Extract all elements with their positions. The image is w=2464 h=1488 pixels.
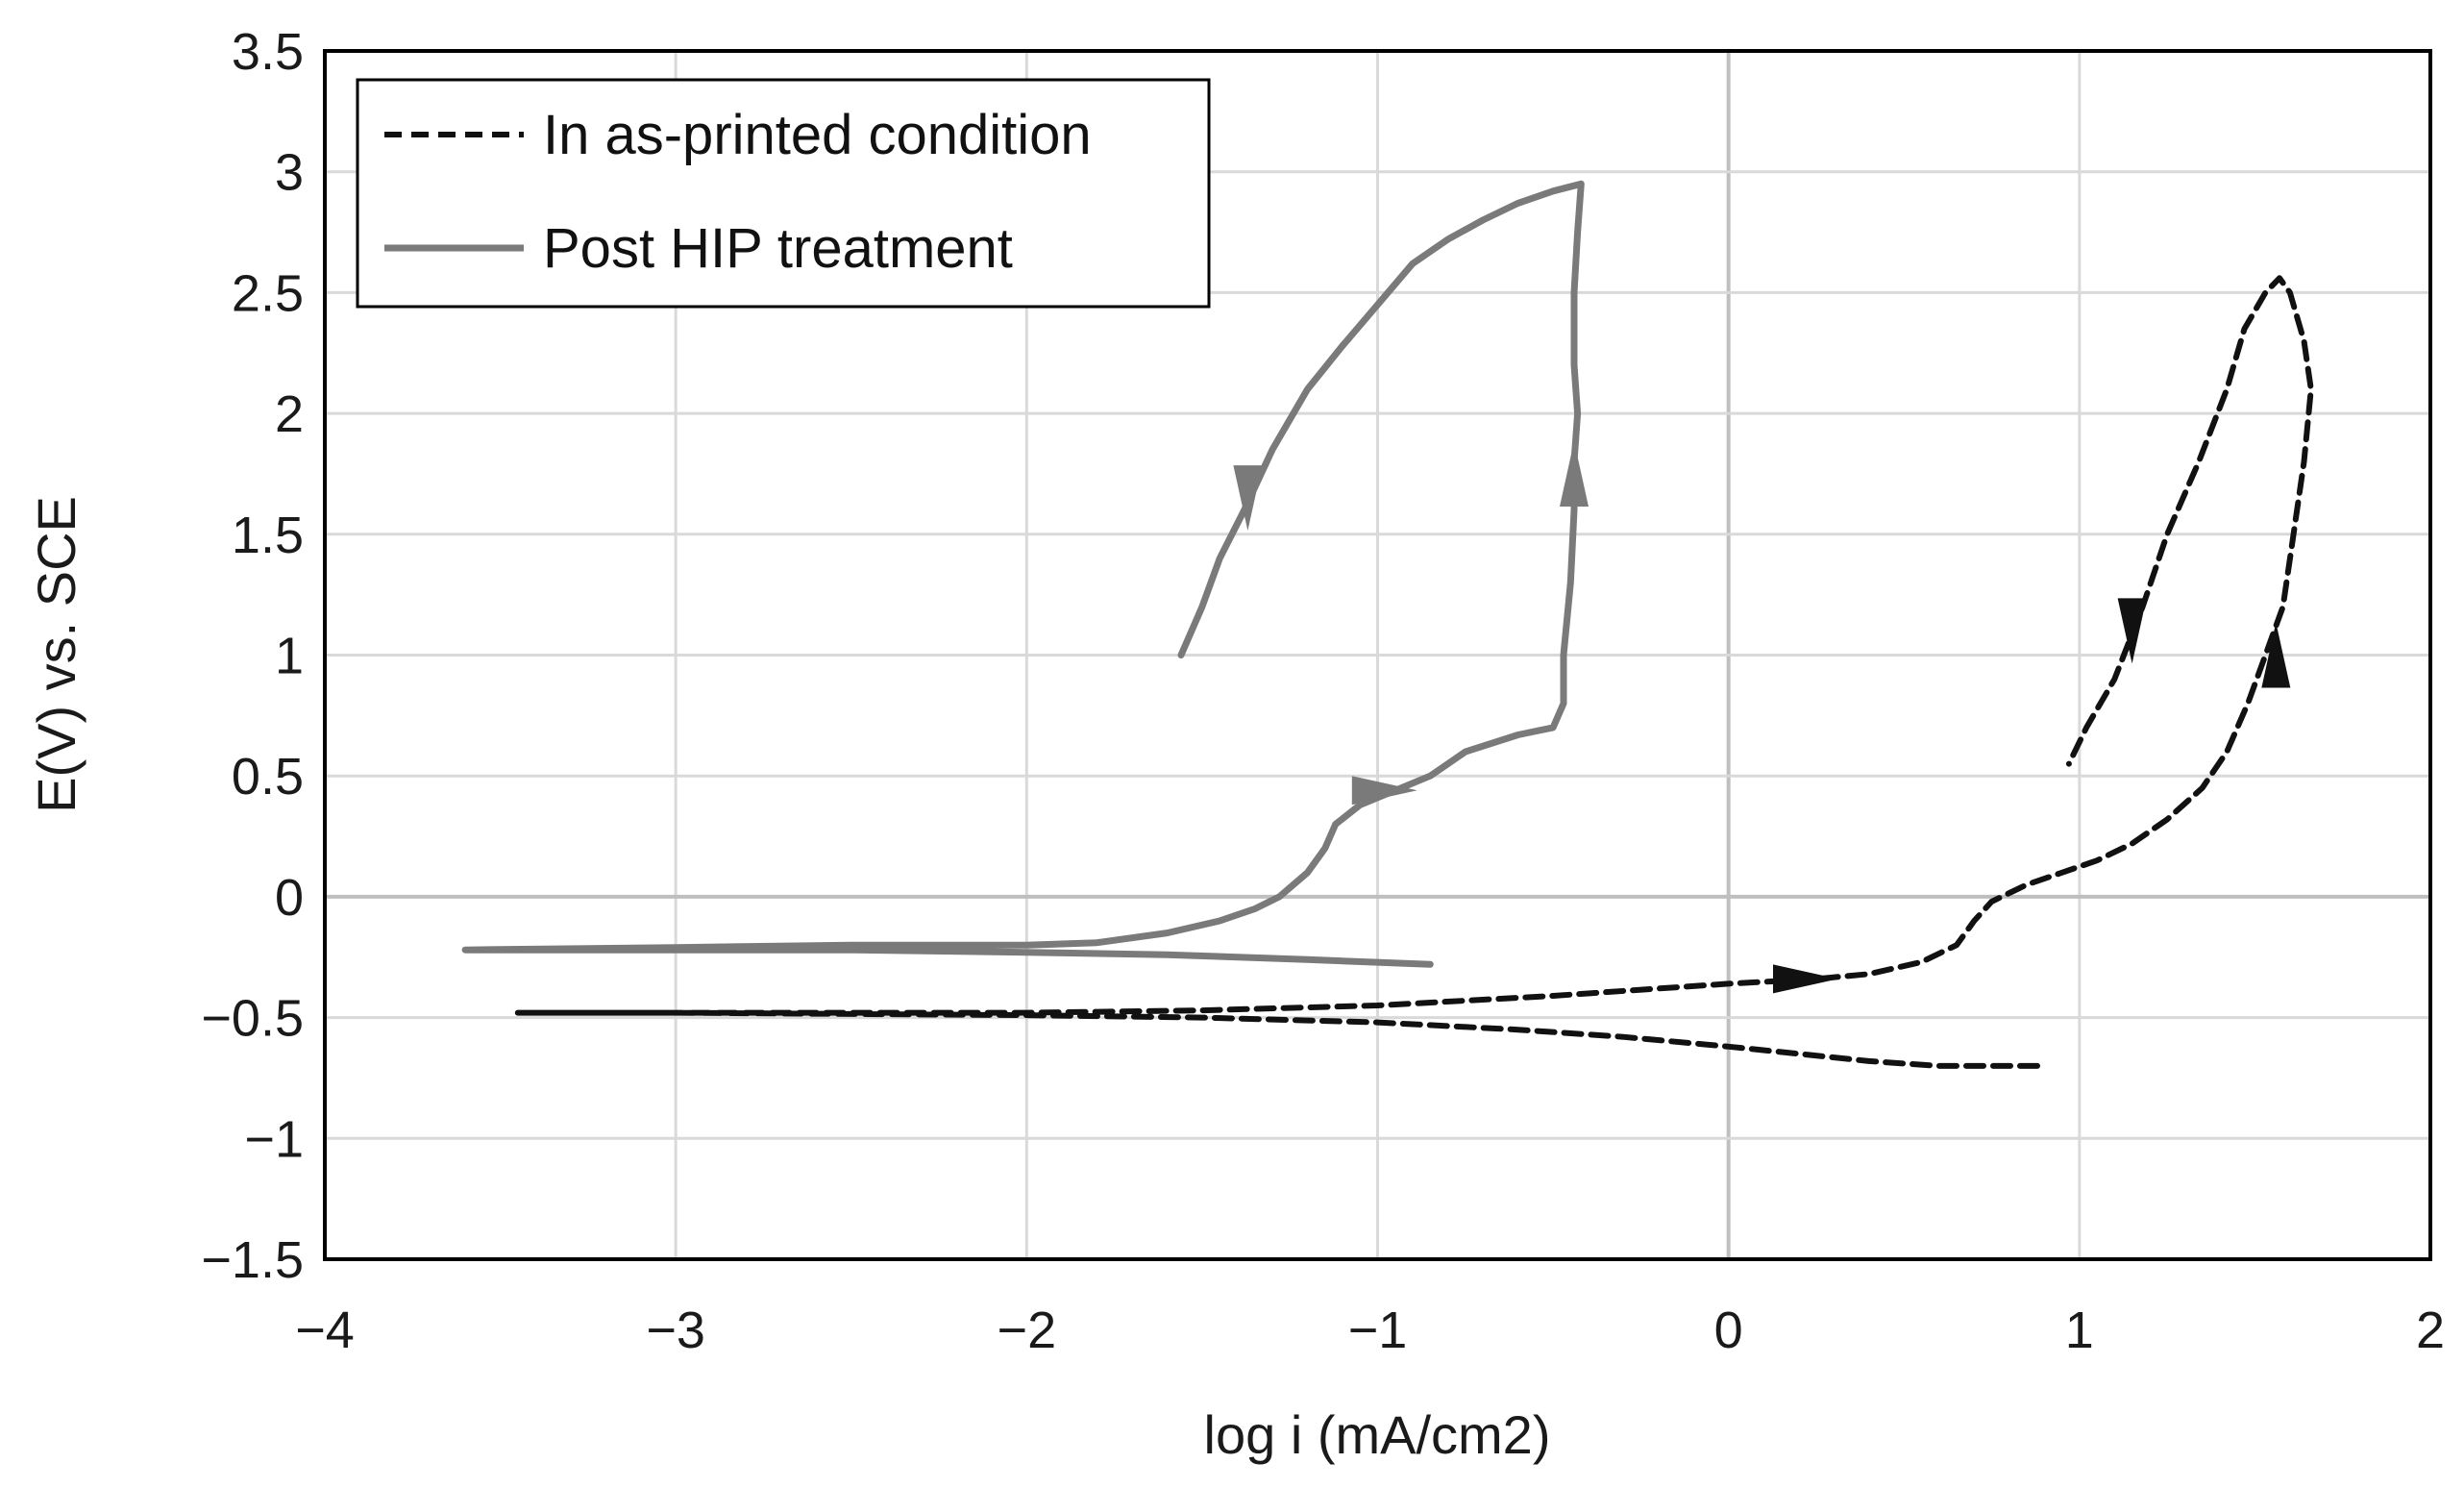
plot-frame	[323, 49, 2432, 1261]
x-tick-label: 2	[2416, 1302, 2445, 1359]
x-tick-labels: −4 −3 −2 −1 0 1 2	[295, 1302, 2445, 1359]
x-tick-label: 0	[1714, 1302, 1743, 1359]
y-tick-label: 2.5	[232, 264, 304, 322]
y-axis-label: E(V) vs. SCE	[26, 496, 86, 813]
y-tick-label: 0	[275, 869, 304, 927]
y-tick-label: 3	[275, 144, 304, 202]
arrow-post-hip-right	[1351, 776, 1417, 806]
x-tick-label: 1	[2065, 1302, 2094, 1359]
y-tick-label: −0.5	[201, 990, 304, 1048]
arrow-as-printed-up	[2261, 622, 2291, 688]
y-tick-labels: −1.5 −1 −0.5 0 0.5 1 1.5 2 2.5 3 3.5	[201, 23, 304, 1289]
y-tick-label: 3.5	[232, 23, 304, 81]
arrow-as-printed-right	[1773, 964, 1839, 994]
series-line-as-printed	[514, 275, 2314, 1069]
y-tick-label: −1.5	[201, 1231, 304, 1289]
series-line-post-hip	[461, 180, 1585, 968]
x-tick-label: −3	[646, 1302, 705, 1359]
x-tick-label: −2	[998, 1302, 1057, 1359]
arrow-post-hip-up	[1559, 440, 1589, 507]
legend-box	[356, 78, 1211, 309]
arrow-as-printed-down	[2117, 598, 2147, 664]
grid-lines	[325, 51, 2430, 1259]
x-axis-label: log i (mA/cm2)	[1204, 1404, 1551, 1465]
y-tick-label: 2	[275, 385, 304, 443]
legend-label-post-hip: Post HIP treatment	[543, 217, 1013, 280]
y-tick-label: −1	[244, 1110, 304, 1168]
x-tick-label: −4	[295, 1302, 355, 1359]
arrow-post-hip-down	[1233, 465, 1263, 532]
series-layer	[461, 180, 2314, 1069]
y-tick-label: 1	[275, 628, 304, 685]
legend-label-as-printed: In as-printed condition	[543, 104, 1092, 166]
y-tick-label: 1.5	[232, 507, 304, 564]
y-tick-label: 0.5	[232, 748, 304, 806]
x-tick-label: −1	[1348, 1302, 1408, 1359]
legend: In as-printed condition Post HIP treatme…	[356, 78, 1211, 309]
